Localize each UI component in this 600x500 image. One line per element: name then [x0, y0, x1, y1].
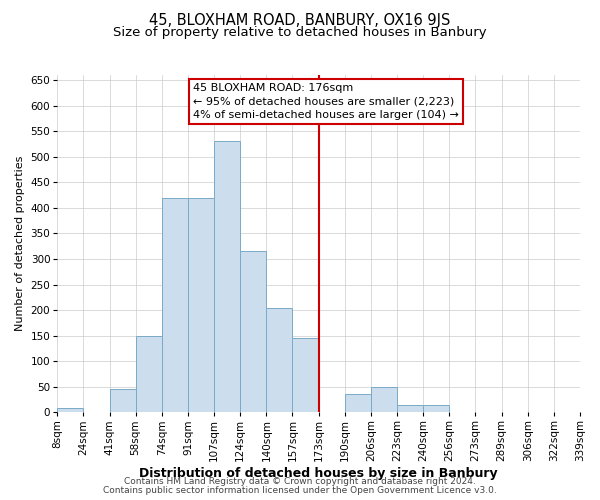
Bar [423, 404, 449, 412]
Text: Size of property relative to detached houses in Banbury: Size of property relative to detached ho… [113, 26, 487, 39]
Bar [136, 336, 162, 412]
Bar [240, 252, 266, 412]
Text: Contains public sector information licensed under the Open Government Licence v3: Contains public sector information licen… [103, 486, 497, 495]
Text: 45 BLOXHAM ROAD: 176sqm
← 95% of detached houses are smaller (2,223)
4% of semi-: 45 BLOXHAM ROAD: 176sqm ← 95% of detache… [193, 84, 459, 120]
Text: 45, BLOXHAM ROAD, BANBURY, OX16 9JS: 45, BLOXHAM ROAD, BANBURY, OX16 9JS [149, 12, 451, 28]
Bar [57, 408, 83, 412]
Bar [292, 338, 319, 412]
Bar [110, 390, 136, 412]
Bar [371, 387, 397, 412]
Bar [188, 198, 214, 412]
X-axis label: Distribution of detached houses by size in Banbury: Distribution of detached houses by size … [139, 467, 498, 480]
Bar [397, 404, 423, 412]
Bar [214, 142, 240, 412]
Bar [162, 198, 188, 412]
Bar [345, 394, 371, 412]
Text: Contains HM Land Registry data © Crown copyright and database right 2024.: Contains HM Land Registry data © Crown c… [124, 477, 476, 486]
Bar [266, 308, 292, 412]
Y-axis label: Number of detached properties: Number of detached properties [15, 156, 25, 332]
